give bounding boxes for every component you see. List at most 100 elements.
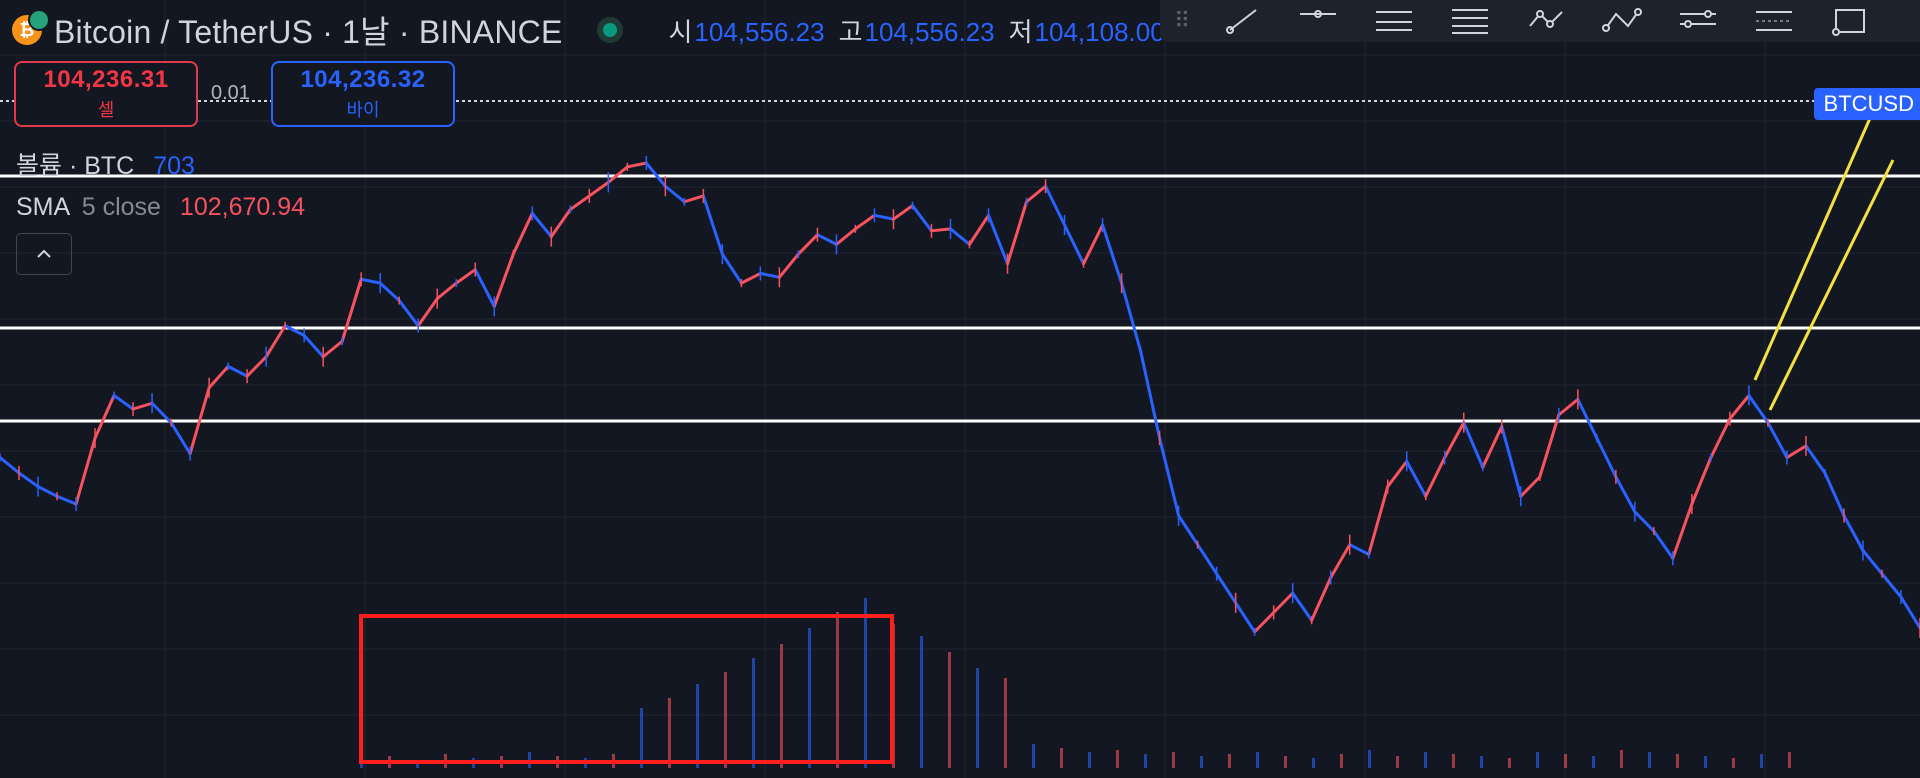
price-segment xyxy=(1253,611,1276,634)
price-segment xyxy=(1139,349,1162,440)
price-segment xyxy=(1348,543,1371,556)
price-segment xyxy=(1766,421,1789,459)
price-segment xyxy=(815,233,838,246)
price-segment xyxy=(929,227,952,233)
price-segment xyxy=(1728,394,1751,421)
buy-label: 바이 xyxy=(346,100,380,120)
price-segment xyxy=(796,233,819,256)
price-segment xyxy=(644,161,667,188)
price-segment xyxy=(948,227,972,246)
price-segment xyxy=(1690,456,1713,506)
price-segment xyxy=(1367,485,1390,556)
volume-bar xyxy=(1060,748,1063,768)
price-segment xyxy=(1747,394,1770,425)
volume-bar xyxy=(1228,754,1231,768)
trend-line-tool-icon[interactable] xyxy=(1204,0,1280,42)
buy-price: 104,236.32 xyxy=(300,66,426,93)
date-range-tool-icon[interactable] xyxy=(1736,0,1812,42)
price-segment xyxy=(321,339,344,359)
price-segment xyxy=(1177,514,1200,547)
volume-bar xyxy=(1396,756,1399,768)
volume-bar xyxy=(1592,756,1595,768)
price-segment xyxy=(1804,444,1827,475)
sell-button[interactable]: 104,236.31 셀 xyxy=(14,61,198,127)
drawings xyxy=(359,99,1895,764)
horizontal-levels xyxy=(0,100,1920,423)
price-segment xyxy=(625,161,648,169)
volume-bar xyxy=(1256,752,1259,768)
volume-bar xyxy=(668,698,671,768)
polyline-tool-icon[interactable] xyxy=(1584,0,1660,42)
price-segment xyxy=(511,211,534,256)
horizontal-line-tool-icon[interactable] xyxy=(1280,0,1356,42)
volume-legend[interactable]: 볼륨 · BTC 703 xyxy=(16,146,195,182)
volume-bar xyxy=(1788,752,1791,768)
parallel-channel-tool-icon[interactable] xyxy=(1432,0,1508,42)
ohlc-open: 시104,556.23 xyxy=(668,16,825,47)
price-segment xyxy=(1291,591,1314,622)
price-segment xyxy=(492,252,515,308)
price-segment xyxy=(663,184,686,204)
buy-button[interactable]: 104,236.32 바이 xyxy=(271,61,455,127)
price-segment xyxy=(701,194,724,256)
price-segment xyxy=(1158,436,1181,518)
price-segment xyxy=(1481,425,1504,469)
price-segment xyxy=(302,333,325,359)
price-segment xyxy=(1082,223,1105,266)
volume-bar xyxy=(1312,758,1315,768)
tether-badge-icon xyxy=(28,9,50,31)
price-segment xyxy=(1310,576,1333,622)
channel-line-upper xyxy=(1753,99,1880,381)
price-segment xyxy=(1120,281,1143,353)
volume-bar xyxy=(1508,758,1511,768)
price-segment xyxy=(1880,572,1903,599)
path-tool-icon[interactable] xyxy=(1508,0,1584,42)
rectangle-tool-icon[interactable] xyxy=(1812,0,1888,42)
horizontal-ray-tool-icon[interactable] xyxy=(1356,0,1432,42)
price-segment xyxy=(245,355,268,378)
volume-bar xyxy=(948,652,951,768)
price-scale-tag[interactable]: BTCUSD xyxy=(1813,88,1920,120)
price-segment xyxy=(1044,184,1067,227)
price-segment xyxy=(1443,421,1466,459)
price-segment xyxy=(264,324,287,359)
price-segment xyxy=(987,213,1010,266)
ohlc-readout: 시104,556.23 고104,556.23 저104,108.00 xyxy=(669,12,1165,49)
price-segment xyxy=(359,277,382,285)
price-segment xyxy=(968,213,991,246)
volume-bar xyxy=(864,598,867,768)
drag-grip-icon[interactable]: ⠿ xyxy=(1173,8,1191,33)
price-segment xyxy=(188,386,211,456)
volume-bar xyxy=(1424,752,1427,768)
volume-bar xyxy=(1732,758,1735,768)
volume-bar xyxy=(1200,756,1203,768)
market-status-icon[interactable] xyxy=(596,17,623,43)
volume-bar xyxy=(808,628,811,768)
volume-bar xyxy=(696,684,699,768)
sma-legend[interactable]: SMA 5 close 102,670.94 xyxy=(16,193,305,222)
volume-bars xyxy=(360,598,1791,768)
price-segment xyxy=(1462,421,1485,469)
price-segment xyxy=(93,394,116,440)
price-segment xyxy=(131,401,154,411)
price-segment xyxy=(1386,459,1409,489)
volume-bar xyxy=(1004,678,1007,768)
price-segment xyxy=(530,211,553,239)
sell-label: 셀 xyxy=(97,100,115,120)
volume-bar xyxy=(1116,750,1119,768)
price-segment xyxy=(1842,514,1865,552)
drawing-toolbar: ⠿ xyxy=(1160,0,1920,42)
price-segment xyxy=(1500,425,1523,498)
price-segment xyxy=(36,485,59,498)
symbol-title[interactable]: Bitcoin / TetherUS · 1날 · BINANCE xyxy=(54,14,563,50)
volume-legend-label: 볼륨 · BTC xyxy=(16,152,135,180)
info-line-tool-icon[interactable] xyxy=(1660,0,1736,42)
price-segment xyxy=(416,297,439,328)
price-segment xyxy=(473,268,496,308)
volume-bar xyxy=(1032,744,1035,768)
volume-bar xyxy=(1340,754,1343,768)
collapse-legend-button[interactable] xyxy=(16,233,72,275)
price-segment xyxy=(1196,543,1219,576)
